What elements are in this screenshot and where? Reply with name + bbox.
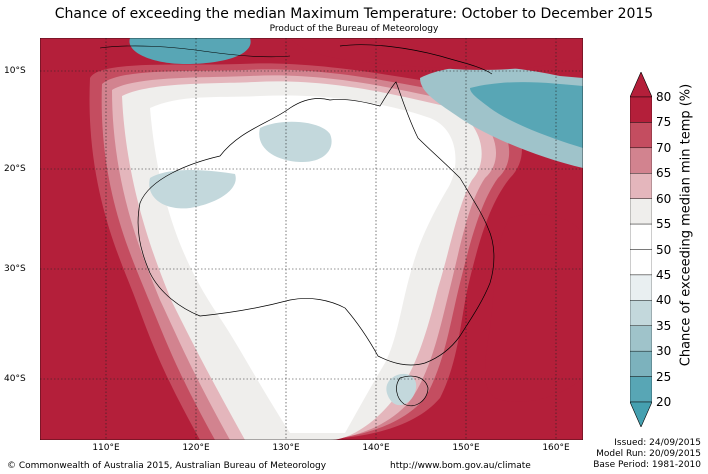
colorbar-segment [630,350,652,377]
colorbar-extend-top [630,72,652,98]
map-subtitle: Product of the Bureau of Meteorology [269,24,439,34]
colorbar-tick-label: 25 [656,369,672,384]
lon-label: 150°E [452,443,480,453]
lon-label: 110°E [92,443,120,453]
colorbar-tick-label: 65 [656,166,672,181]
issued-date: Issued: 24/09/2015 [614,438,701,448]
tasmania-coastline [396,375,429,407]
lat-label: 20°S [4,164,26,174]
colorbar-tick-label: 40 [656,293,672,308]
colorbar-title: Chance of exceeding median min temp (%) [678,83,694,367]
colorbar [630,72,652,427]
lon-label: 160°E [542,443,570,453]
issue-info: Issued: 24/09/2015 Model Run: 20/09/2015… [593,438,701,471]
colorbar-tick-label: 35 [656,318,672,333]
colorbar-tick-label: 20 [656,395,672,409]
base-period: Base Period: 1981-2010 [593,460,701,470]
colorbar-tick-label: 45 [656,267,672,282]
band-40-west [149,170,236,209]
colorbar-segment [630,300,652,326]
model-run-date: Model Run: 20/09/2015 [596,449,701,459]
colorbar-segment [630,376,652,403]
lat-label: 10°S [4,66,26,76]
band-75-north [290,38,583,70]
colorbar-tick-label: 30 [656,344,672,359]
band-40-north-top [129,38,251,65]
band-40-north [259,121,332,163]
indonesia-coastline [99,45,291,58]
lon-label: 120°E [182,443,210,453]
colorbar-segment [630,325,652,352]
colorbar-segment [630,173,652,199]
australia-coastline [137,81,495,366]
colorbar-segment [630,249,652,276]
colorbar-segment [630,122,652,149]
copyright-text: © Commonwealth of Australia 2015, Austra… [7,461,327,471]
band-40-south [386,373,417,406]
colorbar-segment [630,198,652,225]
lat-label: 30°S [4,264,26,274]
lat-label: 40°S [4,374,26,384]
source-url[interactable]: http://www.bom.gov.au/climate [390,461,531,471]
band-25-tropics [470,82,583,148]
colorbar-tick-label: 75 [656,115,672,130]
new-guinea-coastline [339,44,493,75]
colorbar-segment [630,147,652,174]
graticule [40,38,583,440]
band-80-east [485,214,583,402]
map-title: Chance of exceeding the median Maximum T… [54,6,654,22]
colorbar-segment [630,223,652,250]
colorbar-extend-bottom [630,401,652,427]
colorbar-tick-label: 70 [656,140,672,155]
lon-label: 140°E [362,443,390,453]
lon-label: 130°E [272,443,300,453]
probability-map [40,38,583,440]
colorbar-segment [630,274,652,301]
colorbar-segment [630,96,652,123]
colorbar-tick-label: 60 [656,191,672,206]
colorbar-tick-label: 55 [656,217,672,232]
colorbar-tick-label: 50 [656,242,672,257]
colorbar-tick-label: 80 [656,90,672,104]
